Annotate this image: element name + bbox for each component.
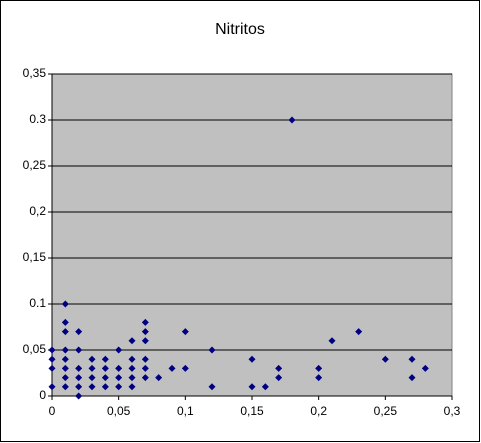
data-point bbox=[355, 328, 363, 336]
data-point bbox=[408, 355, 416, 363]
x-tick-label: 0,15 bbox=[240, 404, 264, 418]
x-tick-label: 0,3 bbox=[444, 404, 461, 418]
data-point bbox=[61, 318, 69, 326]
y-tick-label: 0,2 bbox=[29, 204, 46, 218]
data-point bbox=[408, 374, 416, 382]
data-point bbox=[61, 355, 69, 363]
y-tick-label: 0,15 bbox=[23, 250, 47, 264]
data-point bbox=[168, 364, 176, 372]
data-point bbox=[261, 383, 269, 391]
data-point bbox=[48, 355, 56, 363]
data-point bbox=[248, 355, 256, 363]
data-point bbox=[115, 364, 123, 372]
data-point bbox=[115, 374, 123, 382]
data-point bbox=[101, 364, 109, 372]
data-point bbox=[128, 355, 136, 363]
data-point bbox=[115, 346, 123, 354]
data-point bbox=[101, 374, 109, 382]
data-point bbox=[421, 364, 429, 372]
data-point bbox=[141, 374, 149, 382]
data-point bbox=[208, 346, 216, 354]
data-point bbox=[141, 355, 149, 363]
data-point bbox=[288, 116, 296, 124]
x-tick-label: 0,05 bbox=[107, 404, 131, 418]
data-point bbox=[141, 318, 149, 326]
data-point bbox=[141, 328, 149, 336]
data-point bbox=[275, 374, 283, 382]
data-point bbox=[88, 355, 96, 363]
y-tick-label: 0,35 bbox=[23, 66, 47, 80]
y-tick-label: 0 bbox=[39, 388, 46, 402]
y-tick-label: 0,25 bbox=[23, 158, 47, 172]
data-point bbox=[128, 383, 136, 391]
data-point bbox=[75, 346, 83, 354]
data-point bbox=[381, 355, 389, 363]
x-tick-label: 0 bbox=[49, 404, 56, 418]
data-point bbox=[75, 364, 83, 372]
data-point bbox=[75, 383, 83, 391]
data-point bbox=[88, 383, 96, 391]
data-point bbox=[141, 364, 149, 372]
data-point bbox=[128, 364, 136, 372]
data-point bbox=[155, 374, 163, 382]
data-point bbox=[208, 383, 216, 391]
data-point bbox=[61, 383, 69, 391]
data-point bbox=[248, 383, 256, 391]
x-tick-label: 0,2 bbox=[310, 404, 327, 418]
data-point bbox=[181, 328, 189, 336]
data-point bbox=[75, 392, 83, 400]
data-point bbox=[61, 328, 69, 336]
x-tick-label: 0,1 bbox=[177, 404, 194, 418]
x-tick-label: 0,25 bbox=[374, 404, 398, 418]
data-point bbox=[48, 364, 56, 372]
data-point bbox=[61, 364, 69, 372]
data-point bbox=[128, 374, 136, 382]
data-point bbox=[88, 364, 96, 372]
data-point bbox=[315, 364, 323, 372]
data-point bbox=[61, 374, 69, 382]
data-point bbox=[75, 328, 83, 336]
data-point bbox=[48, 346, 56, 354]
plot-area bbox=[51, 73, 453, 397]
data-point bbox=[48, 383, 56, 391]
data-point bbox=[75, 374, 83, 382]
data-point bbox=[101, 383, 109, 391]
data-point bbox=[61, 300, 69, 308]
chart-title: Nitritos bbox=[215, 21, 265, 38]
data-point bbox=[115, 383, 123, 391]
data-point bbox=[315, 374, 323, 382]
data-point bbox=[328, 337, 336, 345]
data-point bbox=[181, 364, 189, 372]
y-tick-label: 0.3 bbox=[29, 112, 46, 126]
data-point bbox=[141, 337, 149, 345]
y-tick-label: 0,05 bbox=[23, 342, 47, 356]
y-tick-label: 0.1 bbox=[29, 296, 46, 310]
data-point bbox=[128, 337, 136, 345]
data-point bbox=[88, 374, 96, 382]
data-point bbox=[101, 355, 109, 363]
data-point bbox=[61, 346, 69, 354]
data-point bbox=[275, 364, 283, 372]
